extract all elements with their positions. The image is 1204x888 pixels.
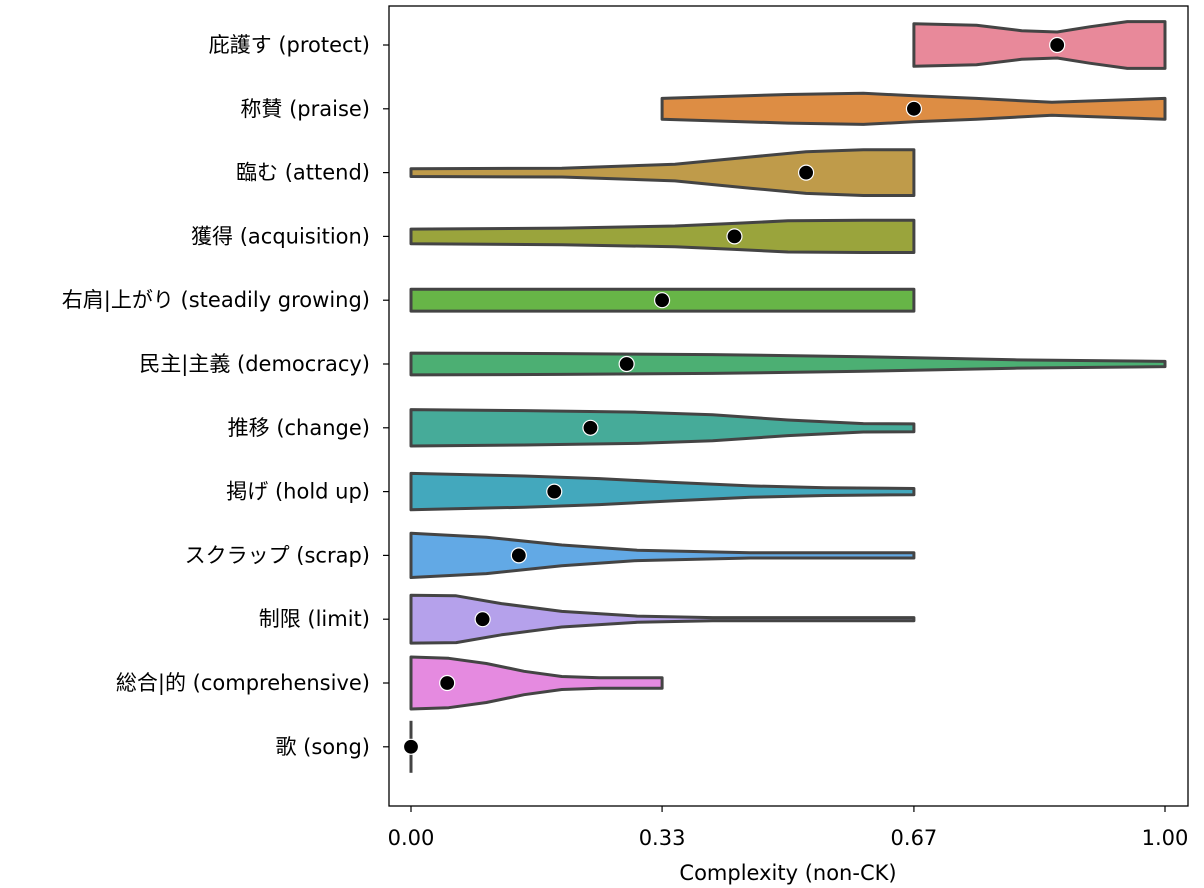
category-label-group: 庇護す (protect) 称賛 (praise) 臨む (attend) 獲得 (a… (62, 33, 389, 759)
mean-marker-7 (546, 483, 563, 500)
mean-marker-9 (474, 611, 491, 628)
violin-7 (409, 471, 916, 512)
mean-marker-11 (402, 738, 420, 755)
mean-marker-1 (905, 100, 923, 117)
violin-6 (409, 408, 916, 448)
violin-0 (912, 20, 1167, 70)
category-label-4: 右肩|上がり (steadily growing) (62, 288, 370, 313)
violin-9 (409, 593, 916, 645)
mean-marker-5 (618, 355, 635, 373)
plot-frame (388, 5, 1189, 807)
mean-marker-2 (797, 164, 815, 181)
category-label-0: 庇護す (protect) (209, 33, 370, 57)
violin-group (409, 20, 1167, 773)
violin-8 (409, 531, 916, 579)
mean-marker-6 (582, 419, 599, 436)
category-label-10: 総合|的 (comprehensive) (116, 671, 370, 696)
mean-marker-10 (439, 674, 456, 692)
category-label-5: 民主|主義 (democracy) (139, 352, 370, 377)
x-axis-title: Complexity (non-CK) (679, 861, 896, 885)
mean-marker-3 (726, 228, 743, 245)
category-label-7: 掲げ (hold up) (226, 480, 370, 504)
category-label-9: 制限 (limit) (259, 607, 370, 631)
violin-3 (409, 218, 916, 254)
category-label-1: 称賛 (praise) (240, 97, 370, 121)
violin-5 (409, 351, 1167, 377)
violin-2 (409, 148, 916, 197)
x-tick-group: 0.00 0.33 0.67 1.00 (388, 806, 1189, 850)
x-tick-label-1: 0.33 (639, 826, 686, 850)
category-label-3: 獲得 (acquisition) (191, 224, 370, 248)
category-label-11: 歌 (song) (276, 735, 371, 759)
category-label-8: スクラップ (scrap) (185, 543, 370, 567)
violin-10 (409, 655, 664, 711)
category-label-2: 臨む (attend) (236, 161, 370, 185)
category-label-6: 推移 (change) (228, 416, 370, 440)
mean-marker-group (402, 36, 1066, 755)
mean-marker-8 (510, 547, 527, 564)
x-tick-label-3: 1.00 (1142, 826, 1189, 850)
mean-marker-4 (653, 292, 671, 309)
x-tick-label-0: 0.00 (388, 826, 435, 850)
x-tick-label-2: 0.67 (891, 826, 938, 850)
mean-marker-0 (1049, 36, 1066, 54)
